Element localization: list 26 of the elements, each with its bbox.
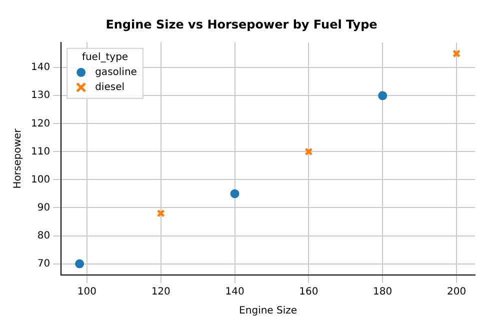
point	[75, 259, 84, 268]
x-tick-label: 160	[299, 286, 318, 298]
x-tick-label: 140	[225, 286, 244, 298]
y-axis-title: Horsepower	[12, 128, 24, 189]
y-tick-label: 110	[30, 146, 50, 158]
y-tick-label: 100	[30, 174, 50, 186]
point	[452, 50, 461, 58]
point	[156, 209, 165, 218]
legend-title: fuel_type	[82, 52, 128, 63]
legend-label: gasoline	[95, 66, 137, 78]
y-tick-label: 120	[30, 118, 50, 130]
x-tick-label: 100	[77, 286, 97, 298]
legend-label: diesel	[95, 82, 125, 93]
chart-title: Engine Size vs Horsepower by Fuel Type	[106, 17, 378, 32]
y-tick-label: 70	[37, 258, 50, 270]
x-axis-title: Engine Size	[239, 306, 298, 317]
point	[230, 189, 240, 198]
y-tick-label: 90	[37, 202, 50, 214]
x-tick-label: 120	[151, 286, 170, 298]
x-tick-label: 200	[446, 286, 466, 298]
x-tick-label: 180	[373, 286, 392, 298]
point	[378, 91, 388, 100]
y-tick-label: 80	[37, 230, 50, 242]
point	[304, 148, 313, 156]
y-tick-label: 140	[30, 62, 50, 74]
y-tick-label: 130	[30, 90, 50, 102]
